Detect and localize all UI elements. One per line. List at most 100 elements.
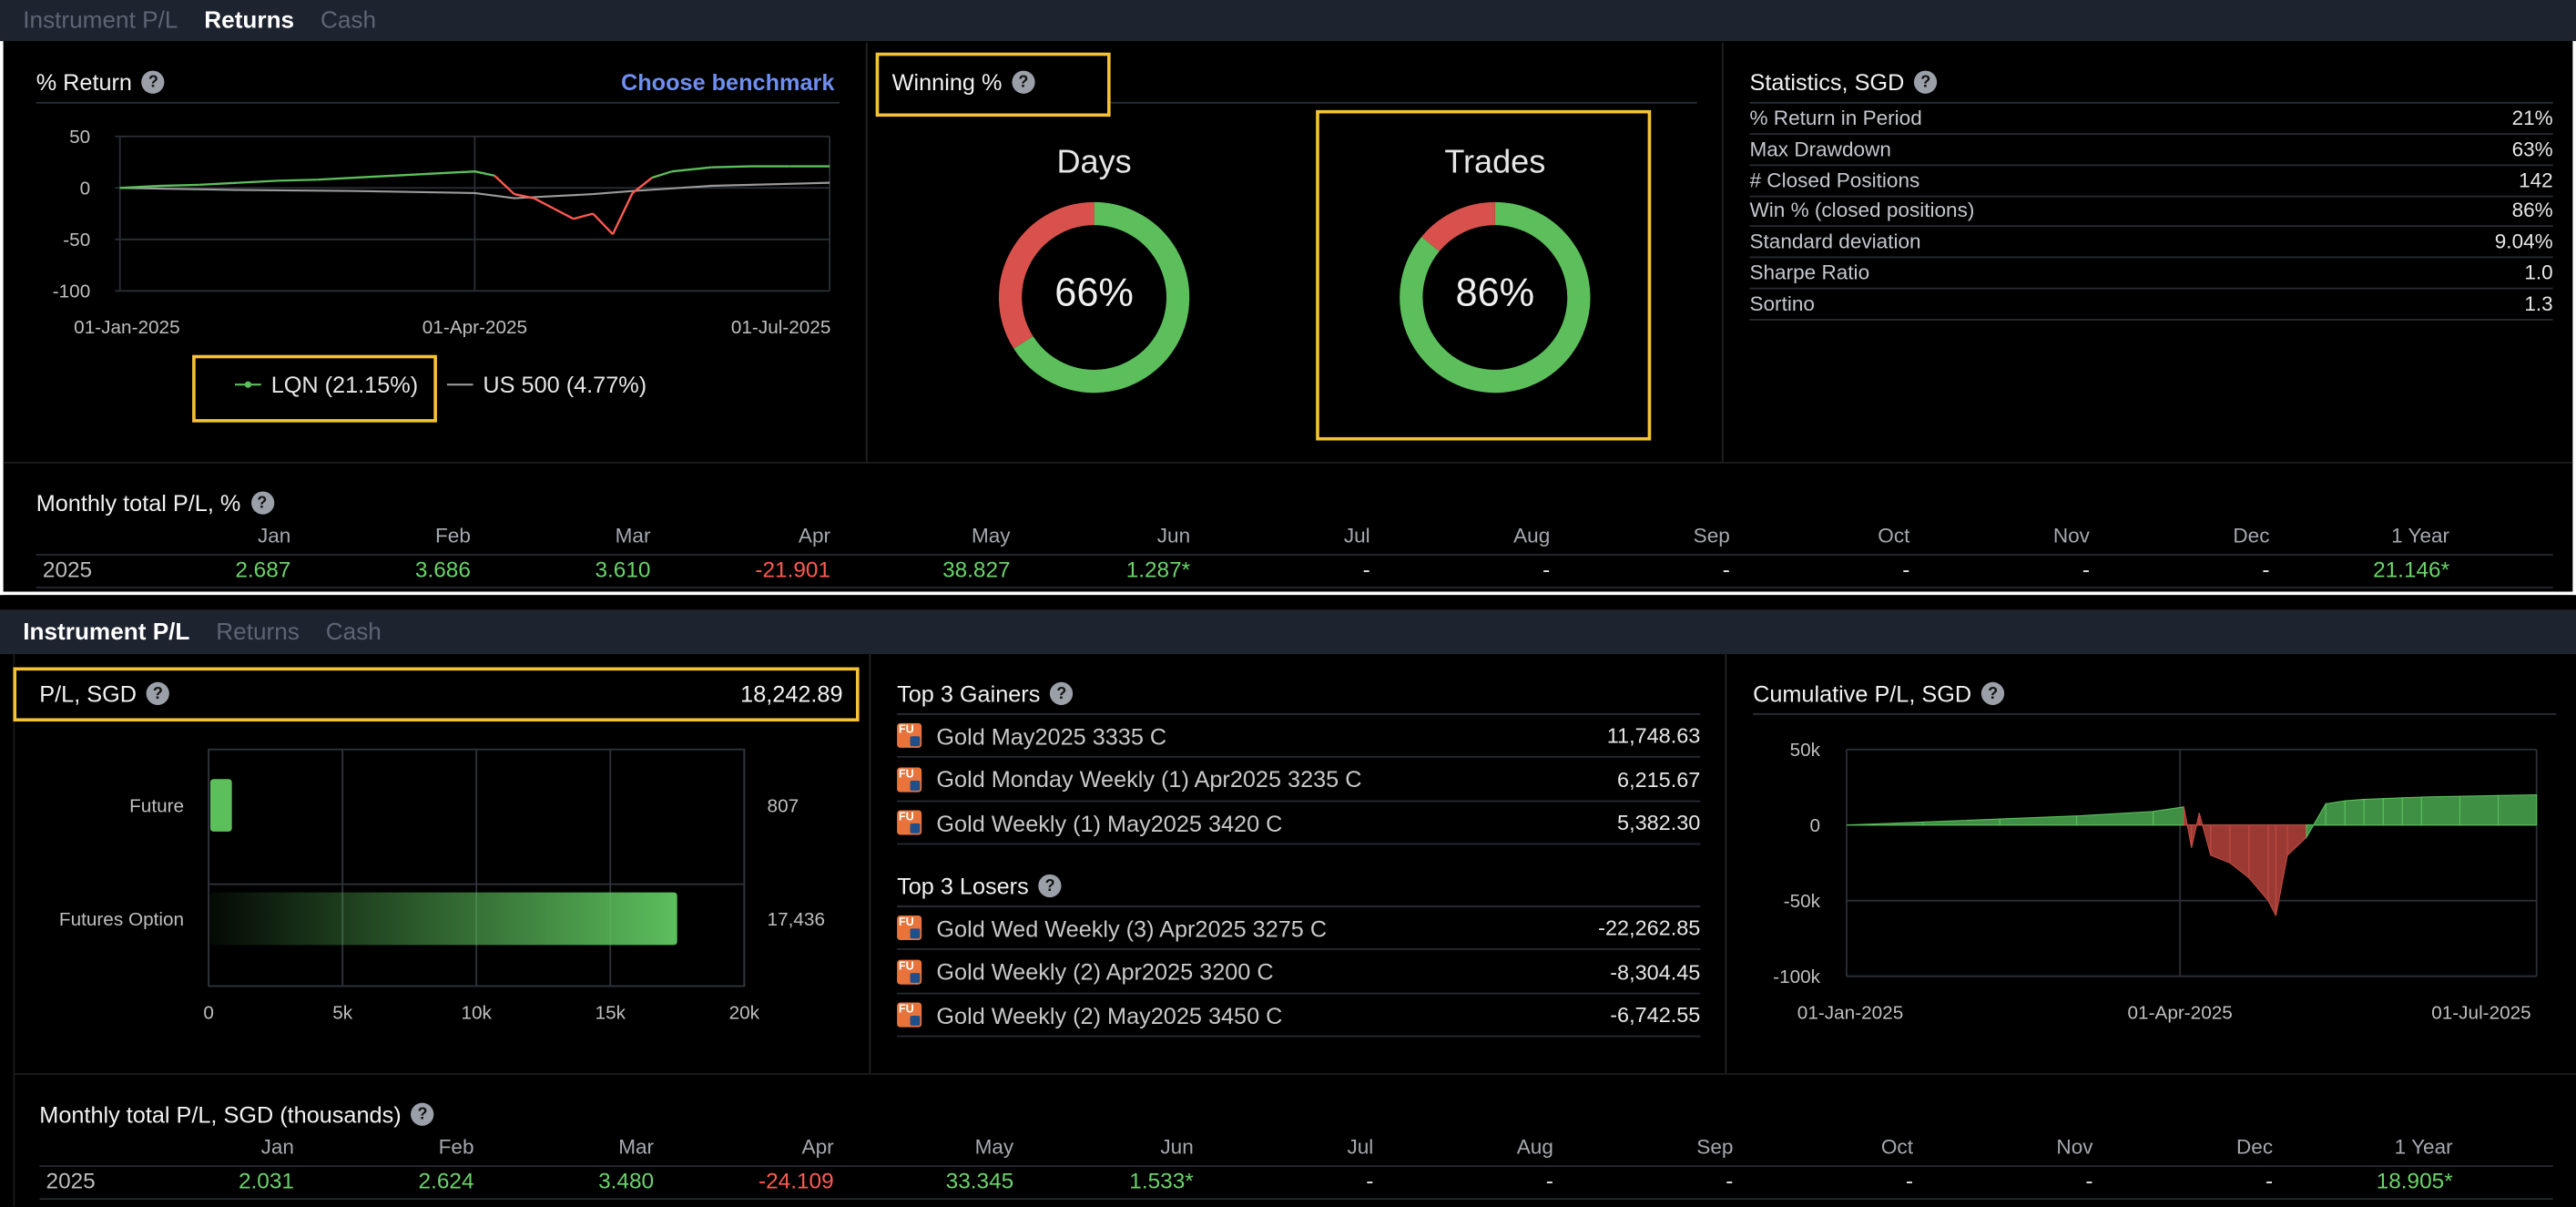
gainers-title-text: Top 3 Gainers <box>897 680 1041 707</box>
month-value: - <box>2265 1168 2274 1193</box>
gainer-row[interactable]: FU Gold Monday Weekly (1) Apr2025 3235 C 6… <box>897 759 1701 802</box>
legend-item-us500[interactable]: US 500 (4.77%) <box>446 372 647 398</box>
instrument-name: Gold Weekly (2) Apr2025 3200 C <box>936 958 1274 986</box>
highlight-box <box>1316 109 1652 441</box>
divider <box>1721 42 1724 462</box>
help-icon[interactable]: ? <box>1914 70 1938 94</box>
series-line-segment <box>435 170 475 175</box>
top-tab-cash[interactable]: Cash <box>320 7 377 34</box>
loser-row[interactable]: FU Gold Weekly (2) Apr2025 3200 C -8,304.4… <box>897 951 1701 994</box>
help-icon[interactable]: ? <box>141 70 166 94</box>
year-label: 2025 <box>42 557 93 582</box>
divider <box>1749 101 2553 104</box>
month-header: Jul <box>1343 524 1370 547</box>
legend-item-lqn[interactable]: LQN (21.15%) <box>235 372 418 398</box>
year-label: 2025 <box>46 1168 96 1193</box>
top-tab-instrument-pl[interactable]: Instrument P/L <box>23 7 178 34</box>
gain-area <box>2498 793 2538 826</box>
futures-icon: FU <box>897 722 922 748</box>
month-header: Dec <box>2233 524 2270 547</box>
cumulative-title-text: Cumulative P/L, SGD <box>1753 680 1972 707</box>
monthly-sgd-title-text: Monthly total P/L, SGD (thousands) <box>39 1100 402 1128</box>
divider <box>897 905 1701 907</box>
futures-icon: FU <box>897 811 922 836</box>
stat-value: 21% <box>2511 107 2553 130</box>
series-line-segment <box>356 174 396 179</box>
month-header: Apr <box>798 524 831 547</box>
month-header: Oct <box>1878 524 1910 547</box>
pl-title-text: P/L, SGD <box>39 680 137 707</box>
instrument-name: Gold Wed Weekly (3) Apr2025 3275 C <box>936 915 1328 941</box>
month-header: Oct <box>1880 1135 1913 1159</box>
month-header: Jan <box>257 524 291 547</box>
futures-icon: FU <box>897 915 922 941</box>
help-icon[interactable]: ? <box>1050 681 1074 706</box>
gain-area <box>1922 818 2001 826</box>
bottom-tab-cash[interactable]: Cash <box>325 619 382 646</box>
help-icon[interactable]: ? <box>411 1102 434 1126</box>
month-header: 1 Year <box>2394 1135 2453 1159</box>
legend-label-lqn: LQN (21.15%) <box>270 371 419 398</box>
help-icon[interactable]: ? <box>1012 70 1035 94</box>
month-header: Dec <box>2235 1135 2274 1159</box>
y-tick-label: -100 <box>53 281 90 302</box>
x-tick-label: 20k <box>729 1003 760 1024</box>
help-icon[interactable]: ? <box>1980 681 2005 706</box>
x-tick-label: 15k <box>596 1003 626 1024</box>
month-header: Aug <box>1513 524 1551 547</box>
y-tick-label: -100k <box>1773 967 1820 987</box>
stat-label: Max Drawdown <box>1749 138 1891 161</box>
month-value: - <box>1545 1168 1553 1193</box>
month-header: Sep <box>1696 1135 1734 1159</box>
bottom-tab-returns[interactable]: Returns <box>216 619 300 646</box>
gain-area <box>2344 798 2365 826</box>
year-row: 2025 2.687 3.686 3.610 -21.901 38.827 1.287* - -… <box>36 557 2553 588</box>
trades-label: Trades <box>1444 144 1546 181</box>
loser-row[interactable]: FU Gold Wed Weekly (3) Apr2025 3275 C -22,… <box>897 907 1701 950</box>
x-tick-label: 5k <box>332 1003 353 1024</box>
stat-label: Win % (closed positions) <box>1749 199 1975 223</box>
month-value: - <box>2085 1168 2093 1193</box>
stat-row: Max Drawdown 63% <box>1749 135 2553 166</box>
x-tick-label: 01-Apr-2025 <box>2128 1003 2233 1024</box>
highlight-box <box>875 52 1111 118</box>
losers-title-text: Top 3 Losers <box>897 873 1029 899</box>
bottom-tab-instrument-pl[interactable]: Instrument P/L <box>23 619 190 646</box>
loser-row[interactable]: FU Gold Weekly (2) May2025 3450 C -6,742.5… <box>897 995 1701 1038</box>
divider <box>897 713 1701 715</box>
series-line-segment <box>119 184 160 189</box>
stat-row: Win % (closed positions) 86% <box>1749 196 2553 228</box>
month-value: 3.480 <box>598 1168 655 1193</box>
stat-row: Sortino 1.3 <box>1749 289 2553 321</box>
trades-donut: 86% <box>1400 201 1591 394</box>
x-tick-label: 10k <box>461 1003 492 1024</box>
x-tick-label: 01-Jul-2025 <box>731 317 831 338</box>
choose-benchmark-link[interactable]: Choose benchmark <box>620 68 835 96</box>
stat-value: 1.0 <box>2524 261 2553 285</box>
top-tab-returns[interactable]: Returns <box>204 7 295 34</box>
loss-area <box>2275 824 2288 916</box>
cumulative-area-chart: 50k 0 -50k -100k 01-Jan-2025 01-Apr-2025 01-Ju… <box>1773 740 2538 1024</box>
winning-title: Winning %? <box>892 69 1035 96</box>
month-value: 3.686 <box>414 557 471 582</box>
series-line-segment <box>199 181 239 187</box>
bar <box>209 892 677 946</box>
series-line-segment <box>691 166 712 171</box>
month-value: - <box>2262 557 2270 582</box>
gain-area <box>2420 795 2461 826</box>
instrument-name: Gold Weekly (2) May2025 3450 C <box>936 1002 1283 1029</box>
gainer-row[interactable]: FU Gold May2025 3335 C 11,748.63 <box>897 715 1701 758</box>
divider <box>3 461 2573 464</box>
month-value: - <box>1726 1168 1734 1193</box>
month-header: Nov <box>2056 1135 2093 1159</box>
help-icon[interactable]: ? <box>1038 874 1062 898</box>
help-icon[interactable]: ? <box>250 491 274 515</box>
gainer-row[interactable]: FU Gold Weekly (1) May2025 3420 C 5,382.30 <box>897 803 1701 846</box>
stat-value: 9.04% <box>2494 230 2553 254</box>
series-line-segment <box>514 192 535 199</box>
stat-row: Standard deviation 9.04% <box>1749 227 2553 259</box>
help-icon[interactable]: ? <box>146 681 170 706</box>
losers-title: Top 3 Losers? <box>897 873 1062 899</box>
loss-area <box>2267 824 2276 916</box>
